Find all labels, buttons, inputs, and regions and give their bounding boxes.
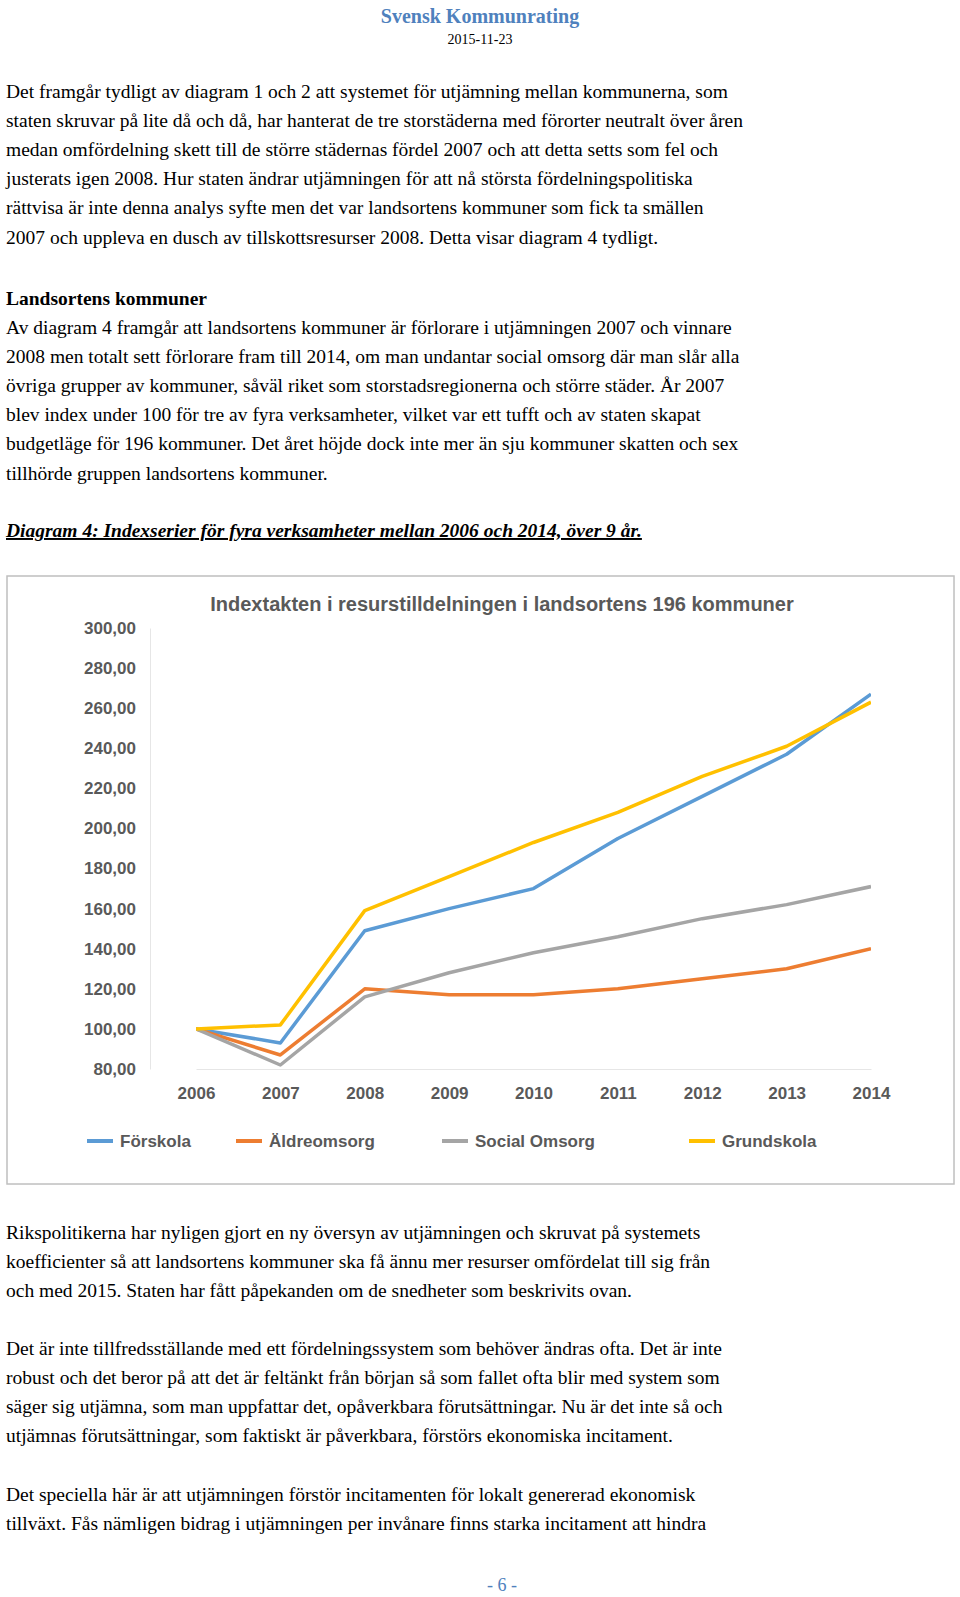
y-tick: 160,00 — [84, 900, 150, 919]
x-axis: 2006 2007 2008 2009 2010 2011 2012 2013 2014 — [178, 1069, 891, 1103]
legend-swatch — [236, 1139, 262, 1143]
x-tick-label: 2012 — [684, 1084, 722, 1103]
x-tick: 2009 — [431, 1069, 469, 1103]
y-tick-label: 140,00 — [84, 940, 136, 959]
legend-swatch — [442, 1139, 468, 1143]
paragraph-line: Det speciella här är att utjämningen för… — [6, 1484, 696, 1505]
paragraph-line: utjämnas förutsättningar, som faktiskt ä… — [6, 1425, 673, 1446]
paragraph-line: justerats igen 2008. Hur staten ändrar u… — [5, 168, 693, 189]
paragraph-line: tillhörde gruppen landsortens kommuner. — [6, 463, 328, 484]
chart-frame — [7, 576, 954, 1184]
y-tick-label: 280,00 — [84, 659, 136, 678]
paragraph-line: medan omfördelning skett till de större … — [6, 139, 718, 160]
paragraph-line: Det framgår tydligt av diagram 1 och 2 a… — [6, 81, 728, 102]
x-tick: 2006 — [178, 1069, 216, 1103]
legend: Förskola Äldreomsorg Social Omsorg Grundsko… — [87, 1132, 817, 1151]
series-line — [196, 702, 871, 1029]
x-tick-label: 2009 — [431, 1084, 469, 1103]
legend-label: Social Omsorg — [475, 1132, 595, 1151]
header-date: 2015-11-23 — [448, 32, 513, 47]
y-tick: 220,00 — [84, 779, 150, 798]
series-lines — [196, 694, 871, 1065]
x-tick: 2013 — [768, 1069, 806, 1103]
legend-swatch — [87, 1139, 113, 1143]
paragraph-line: tillväxt. Fås nämligen bidrag i utjämnin… — [6, 1513, 707, 1534]
paragraph-line: och med 2015. Staten har fått påpekanden… — [6, 1280, 632, 1301]
page-svg: Svensk Kommunrating 2015-11-23 Det framgår… — [0, 0, 960, 1597]
x-tick: 2007 — [262, 1069, 300, 1103]
y-axis-line — [150, 629, 151, 1070]
header-title: Svensk Kommunrating — [381, 5, 579, 28]
paragraph-line: blev index under 100 för tre av fyra ver… — [6, 404, 701, 425]
y-tick: 180,00 — [84, 859, 150, 878]
legend-label: Äldreomsorg — [269, 1132, 375, 1151]
legend-swatch — [689, 1139, 715, 1143]
paragraph-line: övriga grupper av kommuner, såväl riket … — [6, 375, 725, 396]
series-line — [196, 887, 871, 1065]
paragraph-line: robust och det beror på att det är feltä… — [6, 1367, 720, 1388]
y-tick-label: 100,00 — [84, 1020, 136, 1039]
paragraph-line: Av diagram 4 framgår att landsortens kom… — [6, 317, 732, 338]
paragraph-line: budgetläge för 196 kommuner. Det året hö… — [6, 433, 738, 454]
y-tick: 140,00 — [84, 940, 150, 959]
y-tick-label: 300,00 — [84, 619, 136, 638]
x-tick-label: 2014 — [853, 1084, 891, 1103]
paragraph-line: Det är inte tillfredsställande med ett f… — [6, 1338, 722, 1359]
y-tick: 80,00 — [93, 1060, 150, 1079]
page: Svensk Kommunrating 2015-11-23 Det framgår… — [0, 0, 960, 1597]
y-tick-label: 220,00 — [84, 779, 136, 798]
y-tick: 200,00 — [84, 819, 150, 838]
paragraph-line: rättvisa är inte denna analys syfte men … — [6, 197, 704, 218]
x-tick: 2010 — [515, 1069, 553, 1103]
y-tick-label: 240,00 — [84, 739, 136, 758]
y-tick: 260,00 — [84, 699, 150, 718]
paragraph-line: staten skruvar på lite då och då, har ha… — [6, 110, 743, 131]
x-tick-label: 2006 — [178, 1084, 216, 1103]
y-axis: 80,00 100,00 120,00 140,00 160,00 180,00 200,0… — [84, 619, 151, 1079]
x-tick-label: 2007 — [262, 1084, 300, 1103]
legend-label: Förskola — [120, 1132, 191, 1151]
x-tick-label: 2013 — [768, 1084, 806, 1103]
x-tick-label: 2011 — [600, 1084, 637, 1103]
y-tick: 280,00 — [84, 659, 150, 678]
y-tick-label: 120,00 — [84, 980, 136, 999]
x-tick-label: 2010 — [515, 1084, 553, 1103]
paragraph-line: säger sig utjämna, som man uppfattar det… — [6, 1396, 723, 1417]
x-tick-label: 2008 — [346, 1084, 384, 1103]
x-tick: 2014 — [853, 1069, 891, 1103]
paragraph-line: 2007 och uppleva en dusch av tillskottsr… — [6, 227, 658, 248]
y-tick: 120,00 — [84, 980, 150, 999]
y-tick-label: 180,00 — [84, 859, 136, 878]
x-tick: 2012 — [684, 1069, 722, 1103]
series-line — [196, 694, 871, 1043]
x-tick: 2011 — [600, 1069, 637, 1103]
y-tick: 300,00 — [84, 619, 150, 638]
x-tick: 2008 — [346, 1069, 384, 1103]
diagram-caption: Diagram 4: Indexserier för fyra verksamh… — [5, 520, 642, 541]
y-tick-label: 160,00 — [84, 900, 136, 919]
y-tick-label: 200,00 — [84, 819, 136, 838]
legend-label: Grundskola — [722, 1132, 817, 1151]
paragraph-line: koefficienter så att landsortens kommune… — [6, 1251, 710, 1272]
page-number: - 6 - — [487, 1575, 517, 1595]
y-tick-label: 80,00 — [93, 1060, 136, 1079]
chart-title: Indextakten i resurstilldelningen i land… — [210, 593, 794, 615]
section-heading: Landsortens kommuner — [6, 288, 207, 309]
y-tick-label: 260,00 — [84, 699, 136, 718]
paragraph-line: Rikspolitikerna har nyligen gjort en ny … — [6, 1222, 700, 1243]
y-tick: 240,00 — [84, 739, 150, 758]
y-tick: 100,00 — [84, 1020, 150, 1039]
paragraph-line: 2008 men totalt sett förlorare fram till… — [6, 346, 740, 367]
x-axis-line — [197, 1069, 872, 1070]
